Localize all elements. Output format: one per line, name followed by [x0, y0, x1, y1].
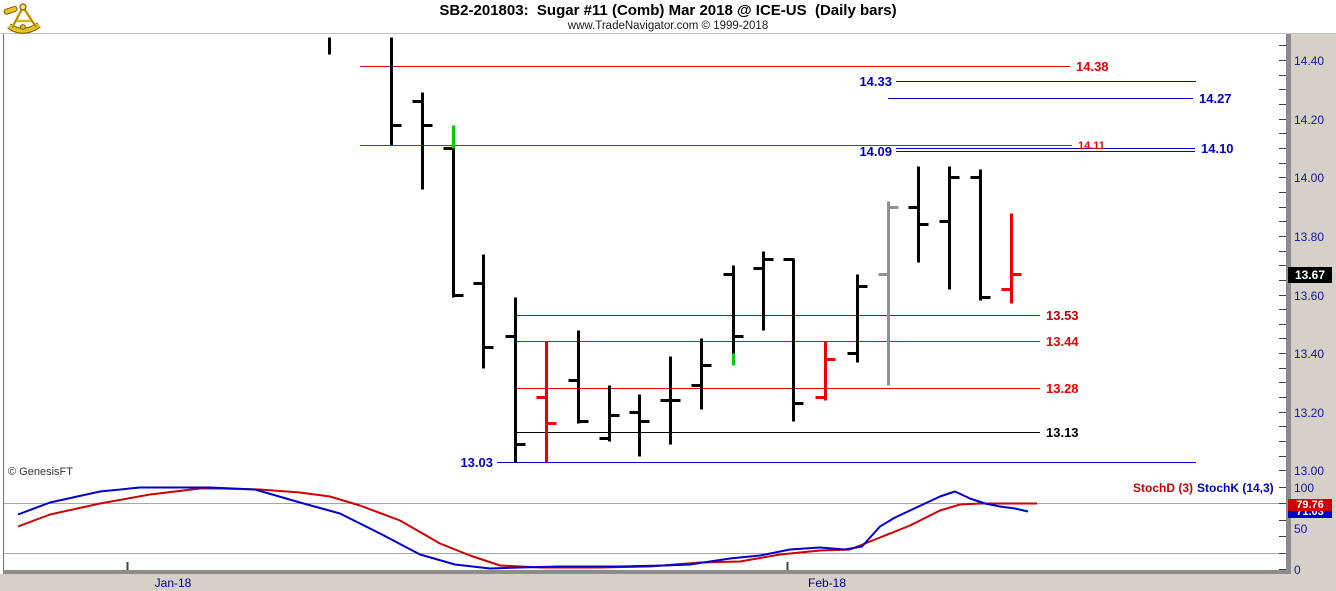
price-level-label: 14.10 — [1201, 140, 1234, 156]
price-level-label: 14.27 — [1199, 90, 1232, 106]
stochk-legend-label: StochK (14,3) — [1197, 481, 1274, 495]
price-level-label: 13.13 — [1046, 424, 1079, 440]
stochd-legend-label: StochD (3) — [1133, 481, 1193, 495]
chart-source-subtitle: www.TradeNavigator.com © 1999-2018 — [567, 20, 769, 32]
axis-stoch-label: 100 — [1294, 480, 1315, 495]
axis-price-label: 14.00 — [1294, 170, 1325, 185]
month-label: Feb-18 — [807, 576, 847, 590]
price-level-label: 14.11 — [1078, 139, 1105, 152]
axis-price-label: 13.40 — [1294, 346, 1325, 361]
last-price-badge: 13.67 — [1288, 266, 1332, 283]
stochd-value-badge: 79.76 — [1288, 498, 1332, 511]
price-level-label: 14.33 — [859, 73, 892, 89]
axis-stoch-label: 50 — [1294, 521, 1308, 536]
axis-price-label: 13.60 — [1294, 288, 1325, 303]
price-level-label: 13.03 — [460, 454, 493, 470]
price-level-label: 14.09 — [859, 143, 892, 159]
chart-header: SB2-201803: Sugar #11 (Comb) Mar 2018 @ … — [0, 0, 1336, 33]
axis-price-label: 13.20 — [1294, 405, 1325, 420]
price-chart-canvas[interactable] — [4, 34, 1286, 570]
genesisft-watermark: © GenesisFT — [8, 466, 73, 478]
chart-title: SB2-201803: Sugar #11 (Comb) Mar 2018 @ … — [439, 2, 897, 19]
axis-price-label: 13.80 — [1294, 229, 1325, 244]
axis-price-label: 14.20 — [1294, 112, 1325, 127]
axis-stoch-label: 0 — [1294, 562, 1301, 577]
price-level-label: 13.28 — [1046, 380, 1079, 396]
price-level-label: 14.38 — [1076, 58, 1109, 74]
price-axis-strip — [1291, 34, 1336, 574]
price-level-label: 13.53 — [1046, 307, 1079, 323]
axis-price-label: 14.40 — [1294, 53, 1325, 68]
genesis-sextant-logo-icon — [2, 1, 42, 37]
price-level-label: 13.44 — [1046, 333, 1079, 349]
axis-price-label: 13.00 — [1294, 463, 1325, 478]
month-label: Jan-18 — [154, 576, 192, 590]
time-axis-strip — [0, 574, 1336, 591]
